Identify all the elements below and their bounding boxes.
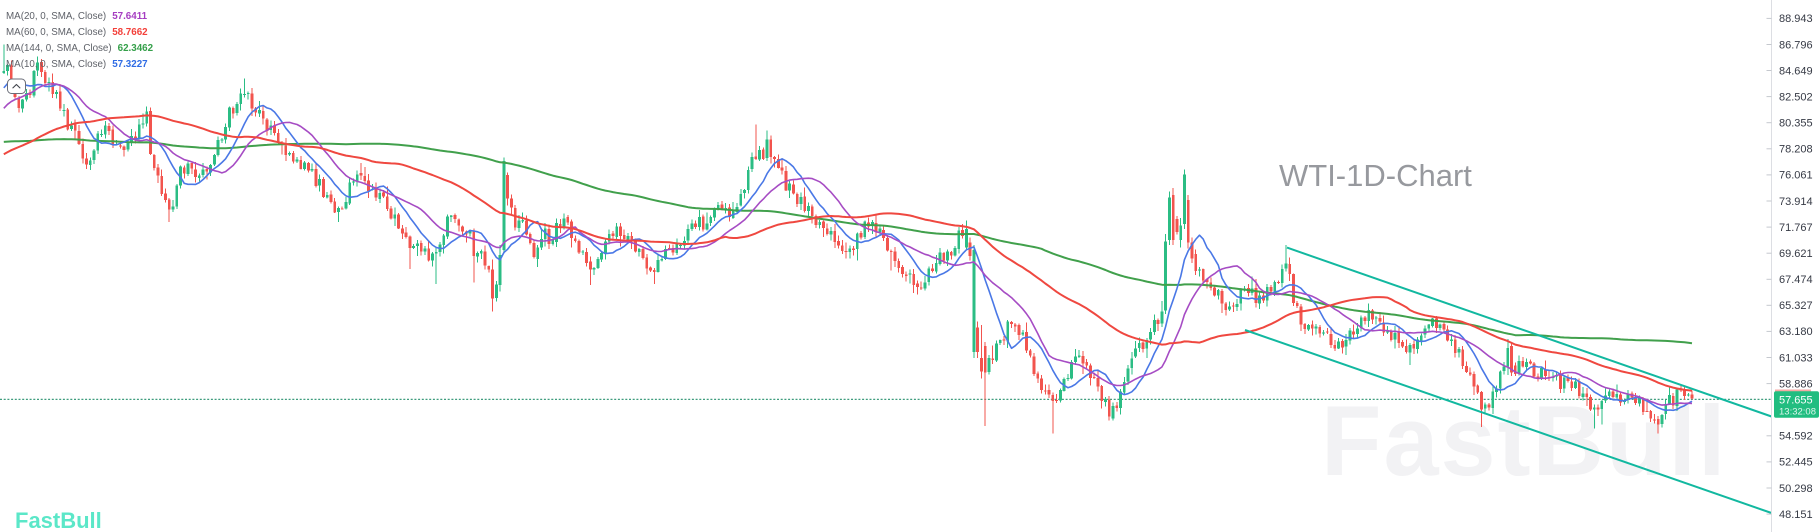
svg-text:52.445: 52.445 xyxy=(1779,457,1813,469)
svg-text:86.796: 86.796 xyxy=(1779,39,1813,51)
svg-text:63.180: 63.180 xyxy=(1779,326,1813,338)
svg-text:65.327: 65.327 xyxy=(1779,300,1813,312)
svg-text:54.592: 54.592 xyxy=(1779,431,1813,443)
svg-text:69.621: 69.621 xyxy=(1779,248,1813,260)
svg-text:58.886: 58.886 xyxy=(1779,378,1813,390)
svg-text:78.208: 78.208 xyxy=(1779,144,1813,156)
svg-text:88.943: 88.943 xyxy=(1779,13,1813,25)
svg-text:73.914: 73.914 xyxy=(1779,196,1813,208)
svg-text:WTI-1D-Chart: WTI-1D-Chart xyxy=(1279,158,1472,193)
svg-text:67.474: 67.474 xyxy=(1779,274,1813,286)
svg-text:61.033: 61.033 xyxy=(1779,352,1813,364)
svg-text:MA(20, 0, SMA, Close)57.6411: MA(20, 0, SMA, Close) 57.6411 xyxy=(6,11,148,22)
svg-text:MA(60, 0, SMA, Close)58.7662: MA(60, 0, SMA, Close) 58.7662 xyxy=(6,27,148,38)
svg-text:FastBull: FastBull xyxy=(1321,385,1728,496)
svg-text:84.649: 84.649 xyxy=(1779,65,1813,77)
svg-text:48.151: 48.151 xyxy=(1779,509,1813,521)
svg-text:57.655: 57.655 xyxy=(1779,395,1813,407)
svg-text:FastBull: FastBull xyxy=(15,508,102,532)
svg-text:71.767: 71.767 xyxy=(1779,222,1813,234)
svg-text:80.355: 80.355 xyxy=(1779,118,1813,130)
svg-text:82.502: 82.502 xyxy=(1779,91,1813,103)
svg-text:MA(10, 0, SMA, Close)57.3227: MA(10, 0, SMA, Close) 57.3227 xyxy=(6,59,148,70)
svg-text:76.061: 76.061 xyxy=(1779,170,1813,182)
svg-text:MA(144, 0, SMA, Close)62.3462: MA(144, 0, SMA, Close) 62.3462 xyxy=(6,43,154,54)
svg-text:50.298: 50.298 xyxy=(1779,483,1813,495)
svg-text:13:32:08: 13:32:08 xyxy=(1779,407,1816,418)
